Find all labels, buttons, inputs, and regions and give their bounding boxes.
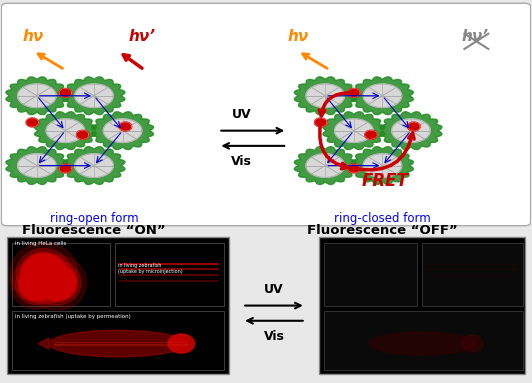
Polygon shape [63,147,125,185]
Polygon shape [369,332,475,355]
Polygon shape [352,147,413,185]
Polygon shape [348,164,360,173]
Polygon shape [27,255,87,310]
Polygon shape [10,243,78,304]
Polygon shape [363,154,402,177]
Polygon shape [35,112,96,149]
Polygon shape [392,119,430,142]
Bar [324,243,417,306]
Polygon shape [75,84,113,108]
Polygon shape [380,112,442,149]
Polygon shape [335,119,373,142]
Polygon shape [26,118,38,127]
Text: in living HeLa cells: in living HeLa cells [14,242,66,247]
Text: hν’: hν’ [462,29,489,44]
Polygon shape [365,130,377,139]
Polygon shape [294,77,356,115]
Bar [324,311,522,370]
Text: hν: hν [22,29,44,44]
Polygon shape [16,249,71,298]
Polygon shape [119,122,131,131]
Polygon shape [314,118,327,127]
Polygon shape [306,154,345,177]
Polygon shape [92,112,154,149]
Polygon shape [352,77,413,115]
Text: hν: hν [287,29,309,44]
FancyBboxPatch shape [7,237,229,374]
Polygon shape [18,154,56,177]
Polygon shape [75,154,113,177]
Polygon shape [46,119,85,142]
Polygon shape [20,252,67,294]
Polygon shape [38,266,76,300]
Bar [422,243,522,306]
Polygon shape [408,122,420,131]
Bar [115,243,223,306]
Polygon shape [462,335,483,352]
Text: Vis: Vis [231,155,252,169]
Polygon shape [37,264,77,301]
Polygon shape [59,164,72,173]
Bar [12,243,110,306]
Polygon shape [15,265,56,304]
Text: Fluorescence “OFF”: Fluorescence “OFF” [307,224,458,237]
Polygon shape [363,84,402,108]
Text: hν’: hν’ [128,29,155,44]
Polygon shape [323,112,385,149]
Polygon shape [6,147,68,185]
Polygon shape [18,84,56,108]
Text: UV: UV [264,283,284,296]
Polygon shape [22,254,65,292]
Polygon shape [11,260,61,309]
Polygon shape [18,268,53,301]
Polygon shape [33,260,81,305]
Text: in living zebrafish
(uptake by microinjection): in living zebrafish (uptake by microinje… [118,264,182,274]
Polygon shape [306,84,345,108]
Text: UV: UV [232,108,252,121]
Polygon shape [294,147,356,185]
Polygon shape [20,270,52,300]
FancyBboxPatch shape [319,237,525,374]
Text: Fluorescence “ON”: Fluorescence “ON” [22,224,166,237]
Text: FRET: FRET [361,172,408,190]
Polygon shape [103,119,142,142]
Polygon shape [6,77,68,115]
Polygon shape [77,130,89,139]
Polygon shape [49,330,187,357]
Polygon shape [63,77,125,115]
FancyBboxPatch shape [2,3,530,226]
Polygon shape [38,338,49,349]
Polygon shape [59,88,72,97]
Text: ring-closed form: ring-closed form [334,213,431,226]
Text: in living zebrafish (uptake by permeation): in living zebrafish (uptake by permeatio… [14,314,130,319]
Bar [12,311,223,370]
Polygon shape [348,88,360,97]
Text: Vis: Vis [263,330,285,343]
Polygon shape [168,334,195,353]
Text: ring-open form: ring-open form [49,213,138,226]
